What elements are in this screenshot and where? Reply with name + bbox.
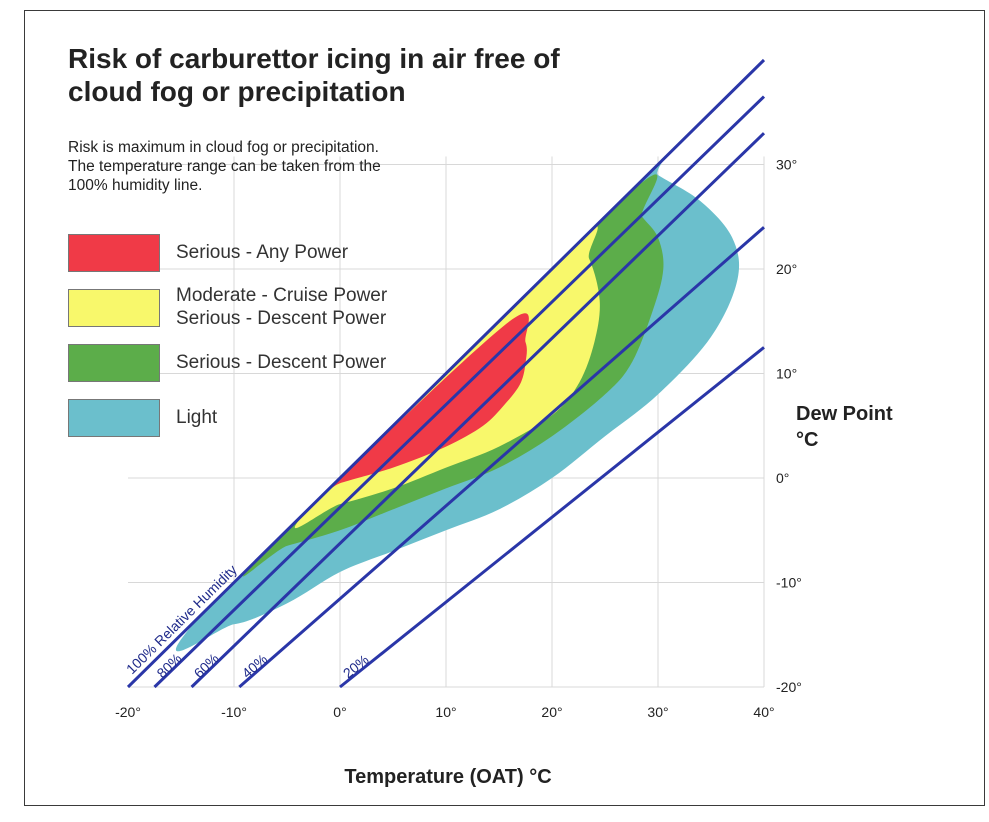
y-axis-label-line: Dew Point <box>796 403 893 425</box>
humidity-line-4 <box>339 346 765 689</box>
humidity-label-3: 40% <box>239 651 271 682</box>
humidity-line-2 <box>190 132 766 689</box>
x-tick-label: 20° <box>541 704 562 720</box>
humidity-line-0 <box>126 58 766 689</box>
subtitle-line-1: Risk is maximum in cloud fog or precipit… <box>68 139 379 156</box>
legend-swatch-yellow <box>68 289 160 327</box>
region-serious-any <box>317 313 529 500</box>
legend-label-line: Moderate - Cruise Power <box>176 285 388 306</box>
legend-label-line: Serious - Descent Power <box>176 308 387 329</box>
x-tick-label: 0° <box>333 704 346 720</box>
chart-title: Risk of carburettor icing in air free of… <box>68 42 688 108</box>
legend-label-line: Light <box>176 407 218 428</box>
y-tick-label: -20° <box>776 679 802 695</box>
title-line-2: cloud fog or precipitation <box>68 76 406 107</box>
legend-swatch-blue <box>68 399 160 437</box>
y-tick-label: 0° <box>776 470 789 486</box>
title-line-1: Risk of carburettor icing in air free of <box>68 43 560 74</box>
x-tick-label: -10° <box>221 704 247 720</box>
humidity-label-1: 80% <box>153 650 184 681</box>
y-tick-label: -10° <box>776 575 802 591</box>
legend-label-line: Serious - Descent Power <box>176 352 387 373</box>
x-tick-label: 10° <box>435 704 456 720</box>
humidity-line-3 <box>238 226 765 689</box>
chart-frame <box>24 10 985 806</box>
humidity-label-2: 60% <box>191 650 222 681</box>
x-axis-label: Temperature (OAT) °C <box>344 766 551 788</box>
x-tick-label: -20° <box>115 704 141 720</box>
chart-subtitle: Risk is maximum in cloud fog or precipit… <box>68 138 508 195</box>
y-tick-label: 20° <box>776 261 797 277</box>
humidity-label-4: 20% <box>340 651 372 681</box>
subtitle-line-3: 100% humidity line. <box>68 177 203 194</box>
x-tick-label: 30° <box>647 704 668 720</box>
legend-label-line: Serious - Any Power <box>176 242 349 263</box>
y-tick-label: 30° <box>776 157 797 173</box>
legend-swatch-red <box>68 234 160 272</box>
humidity-line-1 <box>153 95 766 689</box>
x-tick-label: 40° <box>753 704 774 720</box>
subtitle-line-2: The temperature range can be taken from … <box>68 158 381 175</box>
y-tick-label: 10° <box>776 366 797 382</box>
legend-label: Light <box>176 406 217 429</box>
legend-swatch-green <box>68 344 160 382</box>
legend-label: Serious - Descent Power <box>176 351 386 374</box>
legend-label: Serious - Any Power <box>176 241 348 264</box>
legend-label: Moderate - Cruise Power Serious - Descen… <box>176 284 387 330</box>
y-axis-label-line: °C <box>796 429 818 451</box>
